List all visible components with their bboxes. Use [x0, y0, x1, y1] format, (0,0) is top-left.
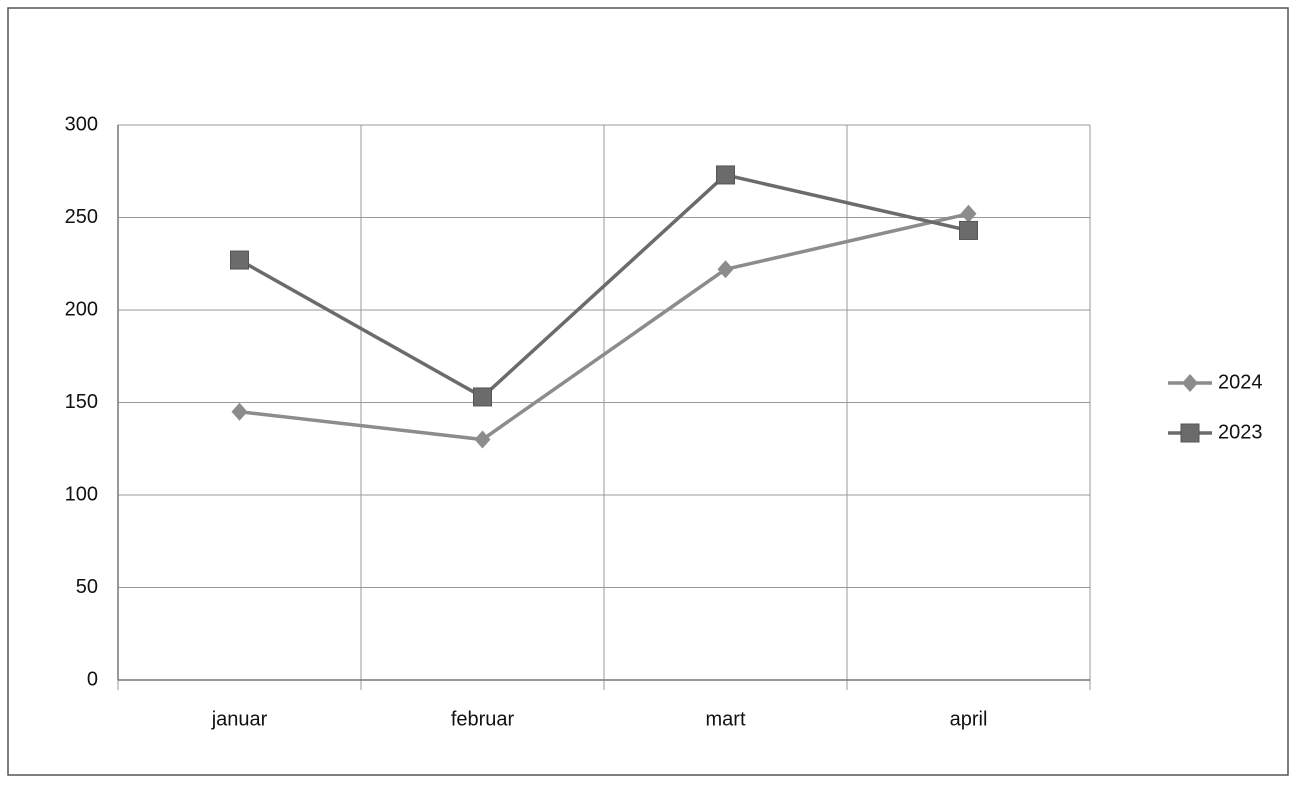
- y-tick-label: 100: [65, 483, 98, 505]
- y-tick-label: 250: [65, 206, 98, 228]
- legend-label: 2024: [1218, 371, 1263, 393]
- data-point: [231, 402, 248, 421]
- legend-label: 2023: [1218, 421, 1263, 443]
- x-tick-label: februar: [451, 708, 515, 730]
- y-tick-label: 0: [87, 668, 98, 690]
- y-tick-label: 200: [65, 298, 98, 320]
- data-point: [959, 220, 978, 240]
- data-point: [473, 387, 492, 407]
- y-tick-label: 50: [76, 576, 98, 598]
- y-tick-label: 300: [65, 113, 98, 135]
- legend-marker: [1182, 374, 1198, 392]
- y-tick-label: 150: [65, 391, 98, 413]
- series-line: [239, 212, 969, 442]
- data-point: [474, 430, 491, 449]
- x-tick-label: mart: [706, 708, 746, 730]
- data-point: [716, 165, 735, 185]
- legend-marker: [1180, 423, 1200, 443]
- data-point: [230, 250, 249, 270]
- data-point: [717, 260, 734, 279]
- series-line: [238, 173, 969, 400]
- data-point: [960, 204, 977, 223]
- x-tick-label: april: [950, 708, 988, 730]
- x-tick-label: januar: [211, 708, 268, 730]
- chart-border: [7, 7, 1289, 776]
